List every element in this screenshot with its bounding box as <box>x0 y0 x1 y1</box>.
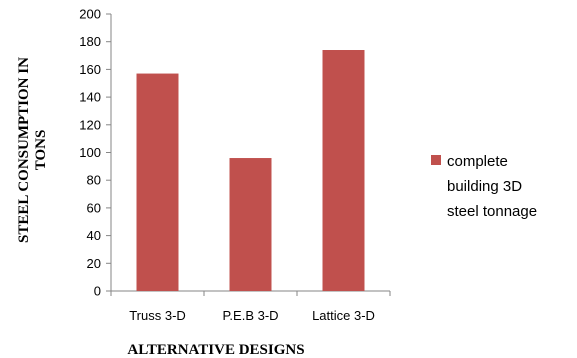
y-axis-title-line-2: TONS <box>33 130 49 171</box>
y-tick-label: 60 <box>87 200 101 215</box>
y-tick-label: 200 <box>79 7 101 22</box>
legend-label-line-1: complete <box>447 153 508 170</box>
x-axis-ticks: Truss 3-D P.E.B 3-D Lattice 3-D <box>110 291 391 323</box>
x-tick-label: P.E.B 3-D <box>222 308 278 323</box>
bar <box>322 50 365 292</box>
x-tick-label: Truss 3-D <box>129 308 186 323</box>
y-axis-title-line-1: STEEL CONSUMPTION IN <box>16 57 32 243</box>
legend-label-line-3: steel tonnage <box>447 203 537 220</box>
legend-label-line-2: building 3D <box>447 178 522 195</box>
bar <box>229 158 272 291</box>
y-tick-label: 0 <box>94 284 101 299</box>
bar <box>136 73 179 292</box>
y-tick-label: 40 <box>87 228 101 243</box>
y-tick-label: 100 <box>79 145 101 160</box>
y-tick-label: 120 <box>79 117 101 132</box>
y-tick-label: 20 <box>87 256 101 271</box>
y-tick-label: 140 <box>79 90 101 105</box>
y-axis-ticks: 0 20 40 60 80 100 120 140 160 180 200 <box>79 7 111 299</box>
y-tick-label: 80 <box>87 173 101 188</box>
x-tick-label: Lattice 3-D <box>312 308 375 323</box>
y-tick-label: 160 <box>79 62 101 77</box>
y-tick-label: 180 <box>79 34 101 49</box>
legend-swatch <box>431 155 441 165</box>
y-axis-title: STEEL CONSUMPTION IN TONS <box>16 57 49 243</box>
plot-area <box>110 14 390 292</box>
legend: complete building 3D steel tonnage <box>431 153 537 220</box>
x-axis-title: ALTERNATIVE DESIGNS <box>127 342 304 358</box>
